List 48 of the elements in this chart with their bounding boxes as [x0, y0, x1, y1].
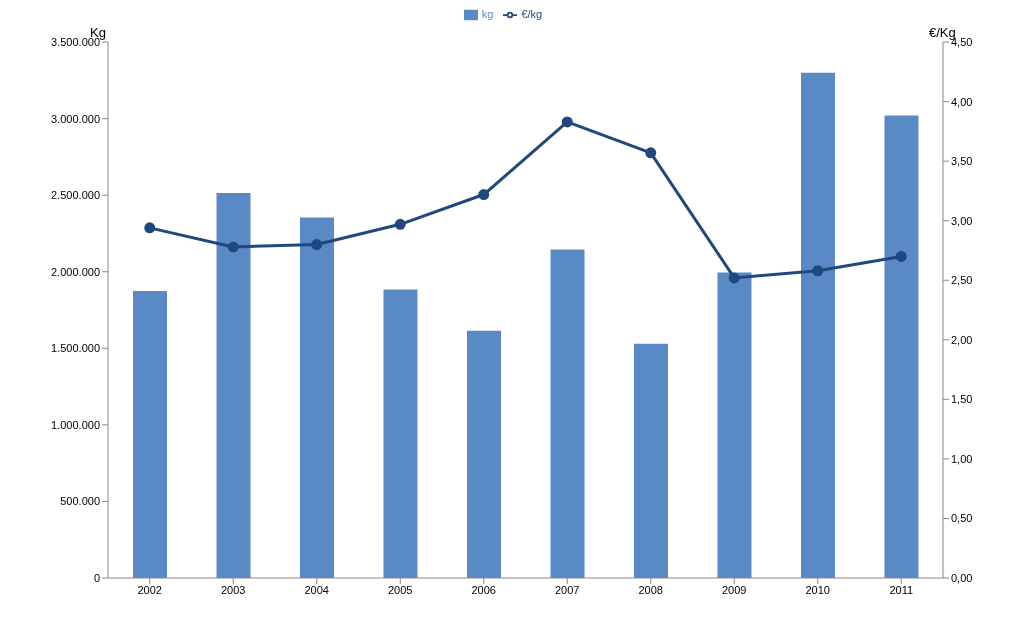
y-tick-label: 1.000.000 [51, 418, 100, 431]
point [311, 239, 323, 251]
legend-label: kg [481, 8, 494, 20]
bar [801, 72, 835, 578]
y2-tick-label: 3,00 [951, 214, 973, 227]
point [895, 250, 907, 262]
x-tick-label: 2009 [722, 583, 747, 596]
y-tick-label: 0 [93, 571, 100, 584]
point [394, 218, 406, 230]
bar [216, 192, 251, 578]
point [728, 272, 740, 284]
x-tick-label: 2006 [471, 583, 496, 596]
x-tick-label: 2005 [388, 583, 413, 596]
y2-tick-label: 4,00 [951, 95, 973, 108]
bar [634, 343, 668, 578]
x-tick-label: 2003 [221, 583, 246, 596]
y-tick-label: 1.500.000 [51, 342, 100, 355]
y-tick-label: 2.500.000 [51, 189, 100, 202]
y2-tick-label: 3,50 [951, 155, 973, 168]
x-tick-label: 2008 [638, 583, 663, 596]
x-tick-label: 2011 [889, 583, 914, 596]
x-tick-label: 2002 [137, 583, 162, 596]
y2-tick-label: 0,50 [951, 512, 973, 525]
point [645, 147, 657, 159]
bar [300, 217, 334, 578]
point [144, 222, 156, 234]
y2-tick-label: 1,00 [951, 452, 973, 465]
y2-tick-label: 2,00 [951, 333, 973, 346]
point [478, 189, 490, 201]
y2-tick-label: 0,00 [951, 571, 973, 584]
y-tick-label: 3.000.000 [51, 112, 100, 125]
y2-tick-label: 1,50 [951, 393, 973, 406]
point [227, 241, 239, 253]
bar [884, 115, 919, 578]
bar [383, 289, 418, 578]
point [812, 265, 824, 277]
legend-label: €/kg [521, 8, 543, 20]
x-tick-label: 2010 [805, 583, 830, 596]
point [561, 116, 573, 128]
y-tick-label: 500.000 [60, 495, 100, 508]
x-tick-label: 2007 [555, 583, 580, 596]
x-tick-label: 2004 [304, 583, 329, 596]
y-tick-label: 2.000.000 [51, 265, 100, 278]
bar [133, 290, 167, 578]
bar [717, 272, 752, 578]
bar [467, 330, 501, 578]
bar [550, 249, 585, 578]
y2-tick-label: 2,50 [951, 274, 973, 287]
